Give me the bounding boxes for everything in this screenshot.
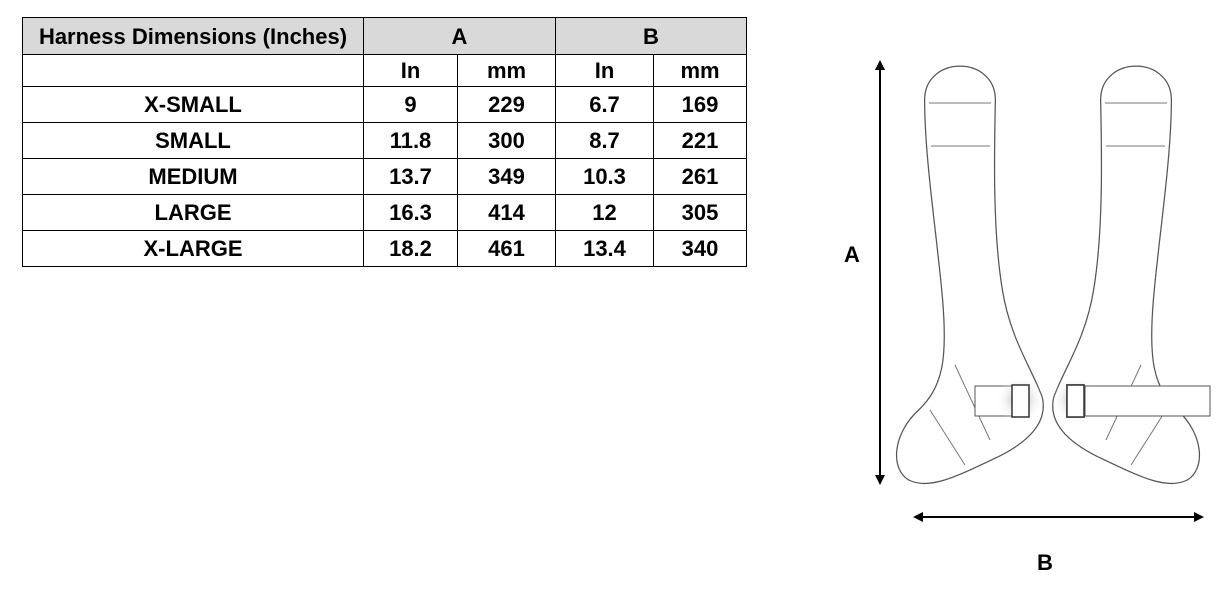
- value-cell: 9: [363, 86, 458, 123]
- size-cell: LARGE: [22, 194, 364, 231]
- dimensions-table: Harness Dimensions (Inches) A B In mm In mm X-S…: [22, 17, 747, 267]
- subheader-cell: mm: [457, 54, 556, 87]
- value-cell: 13.4: [555, 230, 654, 267]
- harness-right: [1052, 69, 1197, 482]
- value-cell: 18.2: [363, 230, 458, 267]
- value-cell: 16.3: [363, 194, 458, 231]
- header-cell: Harness Dimensions (Inches): [22, 17, 364, 55]
- value-cell: 349: [457, 158, 556, 195]
- value-cell: 10.3: [555, 158, 654, 195]
- data-row: SMALL 11.8 300 8.7 221: [22, 122, 747, 159]
- buckle-right: [1066, 384, 1085, 418]
- header-row: Harness Dimensions (Inches) A B: [22, 17, 747, 55]
- value-cell: 461: [457, 230, 556, 267]
- label-a: A: [844, 242, 860, 267]
- value-cell: 229: [457, 86, 556, 123]
- value-cell: 414: [457, 194, 556, 231]
- value-cell: 305: [653, 194, 747, 231]
- data-row: MEDIUM 13.7 349 10.3 261: [22, 158, 747, 195]
- value-cell: 6.7: [555, 86, 654, 123]
- foot-line: [954, 364, 991, 441]
- empty-cell: [22, 54, 364, 87]
- size-cell: X-LARGE: [22, 230, 364, 267]
- size-cell: MEDIUM: [22, 158, 364, 195]
- harness-left: [895, 65, 1044, 485]
- value-cell: 340: [653, 230, 747, 267]
- label-b: B: [1037, 550, 1053, 575]
- header-cell: A: [363, 17, 556, 55]
- strap-right: [1084, 385, 1211, 417]
- subheader-cell: mm: [653, 54, 747, 87]
- data-row: LARGE 16.3 414 12 305: [22, 194, 747, 231]
- value-cell: 300: [457, 122, 556, 159]
- value-cell: 8.7: [555, 122, 654, 159]
- value-cell: 13.7: [363, 158, 458, 195]
- harness-fill: [897, 66, 1043, 483]
- foot-line: [929, 409, 966, 466]
- header-cell: B: [555, 17, 747, 55]
- value-cell: 169: [653, 86, 747, 123]
- buckle: [1011, 384, 1030, 418]
- value-cell: 221: [653, 122, 747, 159]
- data-row: X-LARGE 18.2 461 13.4 340: [22, 230, 747, 267]
